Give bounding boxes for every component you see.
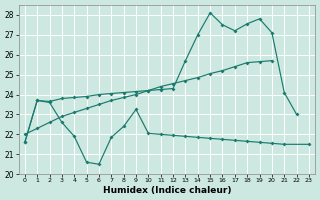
X-axis label: Humidex (Indice chaleur): Humidex (Indice chaleur) xyxy=(103,186,231,195)
